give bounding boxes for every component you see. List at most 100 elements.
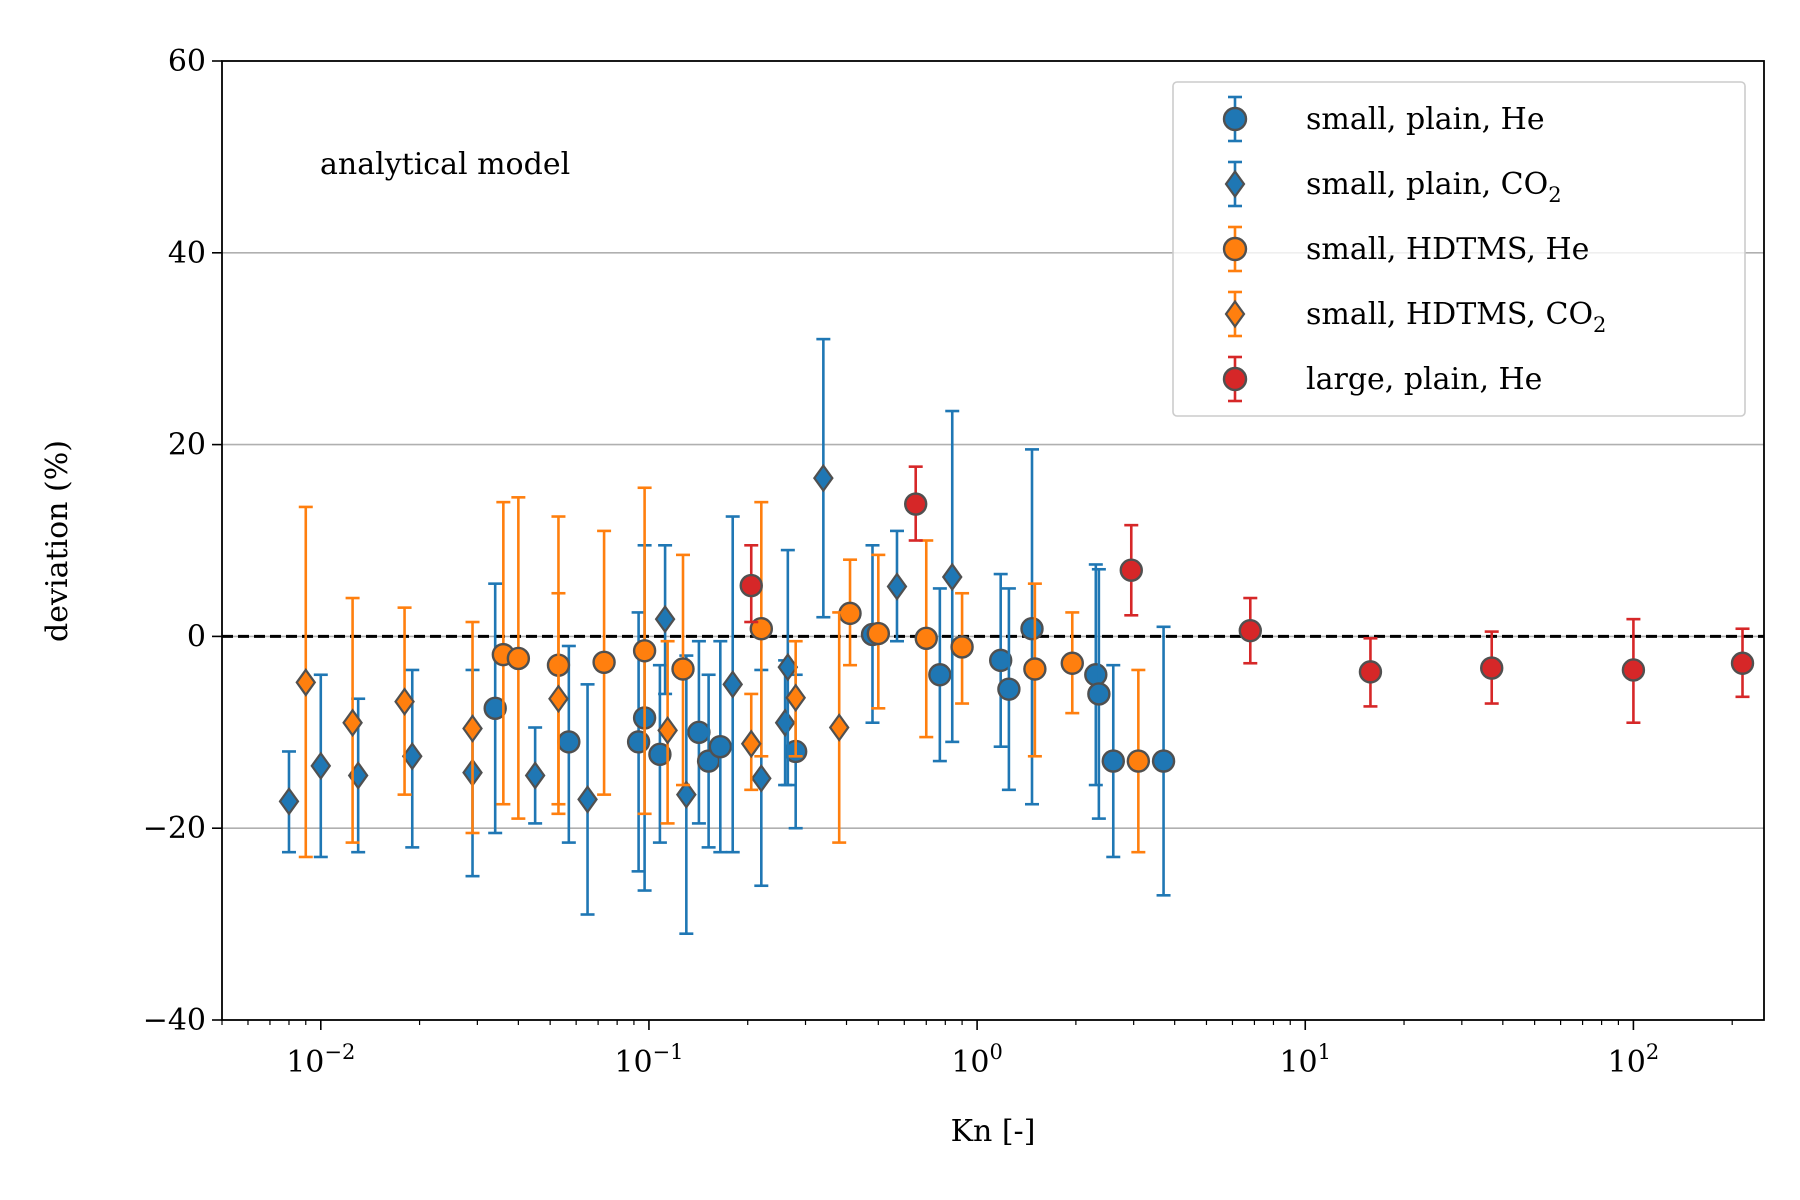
data-point bbox=[1480, 656, 1504, 680]
data-point bbox=[1023, 657, 1047, 681]
data-point bbox=[648, 742, 672, 767]
y-tick-label: −20 bbox=[143, 811, 206, 846]
legend-marker bbox=[1224, 299, 1246, 329]
x-tick-label-exponent: 2 bbox=[1646, 1040, 1659, 1064]
data-point bbox=[310, 751, 332, 781]
data-point bbox=[886, 572, 908, 601]
legend-marker bbox=[1222, 106, 1248, 132]
data-point bbox=[687, 720, 711, 744]
data-point bbox=[557, 730, 581, 754]
x-tick-label-base: 10 bbox=[614, 1045, 652, 1080]
data-point bbox=[295, 668, 317, 697]
data-point bbox=[342, 708, 363, 738]
x-tick-label-base: 10 bbox=[951, 1045, 989, 1080]
x-tick-label-base: 10 bbox=[1608, 1045, 1646, 1080]
data-point bbox=[828, 713, 850, 742]
legend-box bbox=[1172, 81, 1746, 417]
data-point bbox=[577, 785, 598, 814]
x-tick-label-base: 10 bbox=[1279, 1045, 1317, 1080]
x-axis-label: Kn [-] bbox=[951, 1114, 1036, 1149]
data-point bbox=[1101, 749, 1125, 773]
legend-label: small, HDTMS, He bbox=[1306, 232, 1589, 267]
data-point bbox=[657, 715, 678, 745]
series-4 bbox=[739, 465, 1755, 725]
data-point bbox=[278, 786, 300, 816]
data-point bbox=[774, 708, 796, 738]
legend-label-main: large, plain, He bbox=[1306, 362, 1542, 397]
x-tick-label: 10−2 bbox=[286, 1040, 355, 1080]
data-point bbox=[626, 730, 651, 754]
x-tick-label-exponent: 0 bbox=[990, 1040, 1003, 1064]
legend-marker bbox=[1224, 169, 1246, 199]
data-point bbox=[740, 729, 762, 759]
series-3 bbox=[295, 505, 850, 859]
data-point bbox=[750, 763, 772, 793]
data-point bbox=[1151, 749, 1176, 773]
data-point bbox=[1060, 651, 1084, 675]
legend-label-main: small, plain, CO bbox=[1306, 167, 1548, 202]
data-point bbox=[722, 669, 744, 699]
data-point bbox=[777, 652, 799, 682]
data-point bbox=[914, 626, 938, 651]
legend-label: small, plain, He bbox=[1306, 102, 1545, 137]
series-1 bbox=[278, 337, 963, 935]
legend-label: large, plain, He bbox=[1306, 362, 1542, 397]
data-point bbox=[1087, 682, 1111, 706]
x-axis: 10−2 10−1 100 101 102 bbox=[221, 1020, 1733, 1080]
legend-label-main: small, HDTMS, CO bbox=[1306, 297, 1593, 332]
legend-marker bbox=[1222, 236, 1248, 262]
data-point bbox=[950, 635, 974, 659]
series-group bbox=[278, 337, 1755, 935]
x-tick-label-exponent: 1 bbox=[1318, 1040, 1331, 1064]
legend-label-subscript: 2 bbox=[1548, 183, 1561, 207]
data-point bbox=[941, 562, 963, 592]
data-point bbox=[739, 573, 763, 598]
data-point bbox=[401, 741, 423, 771]
data-point bbox=[675, 780, 697, 810]
data-point bbox=[812, 463, 834, 493]
legend-entry: small, plain, CO2 bbox=[1224, 160, 1562, 208]
data-point bbox=[997, 677, 1021, 701]
plot-frame bbox=[221, 60, 1765, 1021]
legend-label-main: small, plain, He bbox=[1306, 102, 1545, 137]
y-tick-label: 40 bbox=[168, 236, 206, 271]
data-point bbox=[671, 657, 695, 681]
data-point bbox=[1020, 617, 1044, 641]
legend-entry: small, plain, He bbox=[1222, 95, 1545, 143]
legend-entry: large, plain, He bbox=[1222, 355, 1542, 403]
data-point bbox=[1621, 658, 1646, 682]
legend-label-main: small, HDTMS, He bbox=[1306, 232, 1589, 267]
x-tick-label: 10−1 bbox=[614, 1040, 683, 1080]
data-point bbox=[524, 761, 546, 790]
data-point bbox=[592, 650, 616, 674]
data-point bbox=[904, 492, 928, 516]
data-point bbox=[394, 687, 415, 716]
data-point bbox=[1238, 618, 1262, 643]
x-tick-label: 102 bbox=[1608, 1040, 1660, 1080]
data-point bbox=[1119, 558, 1143, 582]
data-point bbox=[654, 604, 676, 634]
data-point bbox=[1126, 749, 1151, 773]
y-tick-label: 20 bbox=[168, 428, 206, 463]
y-axis-label: deviation (%) bbox=[40, 440, 75, 642]
data-point bbox=[632, 639, 657, 663]
legend-label-subscript: 2 bbox=[1593, 313, 1606, 337]
data-point bbox=[988, 648, 1013, 673]
data-point bbox=[708, 734, 733, 759]
data-point bbox=[462, 714, 483, 743]
data-point bbox=[1084, 663, 1108, 687]
x-tick-label-base: 10 bbox=[286, 1045, 324, 1080]
y-tick-label: 60 bbox=[168, 44, 206, 79]
data-point bbox=[1358, 660, 1383, 684]
legend-label: small, HDTMS, CO2 bbox=[1306, 297, 1606, 337]
annotation-text: analytical model bbox=[320, 147, 570, 182]
x-tick-label: 100 bbox=[951, 1040, 1003, 1080]
y-tick-label: 0 bbox=[187, 619, 206, 654]
data-point bbox=[483, 696, 507, 721]
data-point bbox=[785, 683, 807, 713]
x-tick-label-exponent: −1 bbox=[653, 1040, 684, 1064]
data-point bbox=[866, 621, 891, 646]
legend-marker bbox=[1222, 366, 1248, 392]
y-axis: −40 −20 0 20 40 60 bbox=[143, 44, 222, 1038]
